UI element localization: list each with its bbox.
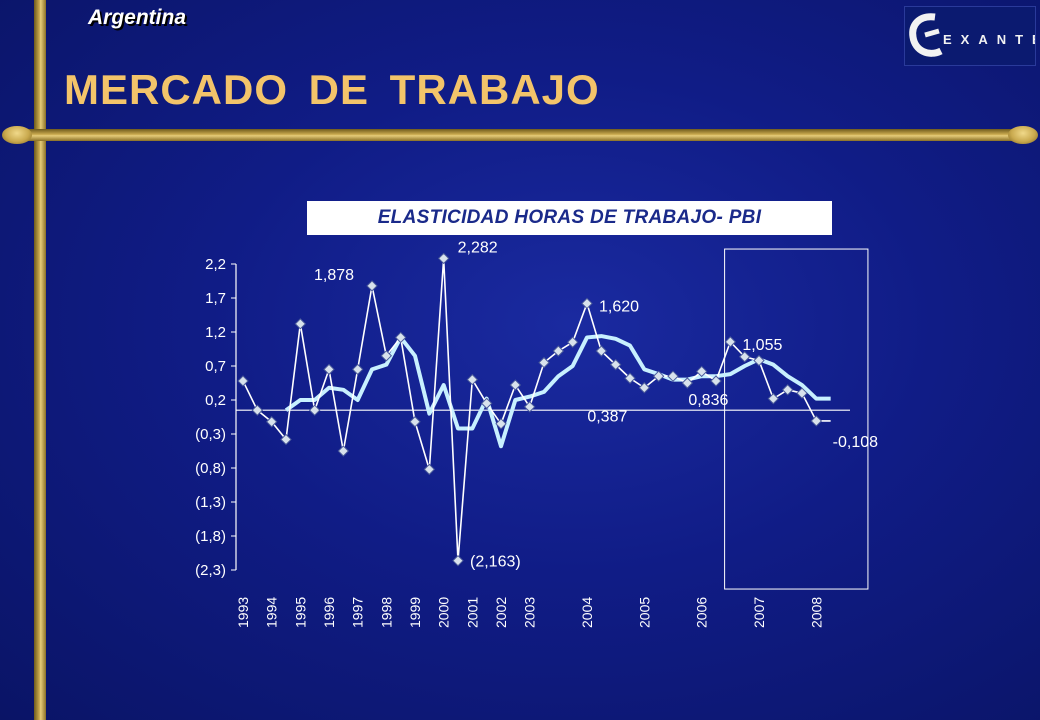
- data-point-marker: [638, 382, 651, 394]
- data-point-marker: [237, 375, 249, 387]
- data-labels: 1,878 2,282 1,620 0,387 (2,163) 1,055 0,836 -0,…: [314, 239, 878, 570]
- highlight-box: [724, 248, 869, 590]
- data-point-marker: [308, 404, 321, 416]
- data-point-marker: [695, 365, 708, 378]
- data-point-marker: [437, 252, 450, 265]
- data-point-marker: [566, 336, 579, 348]
- x-tick-label: 1996: [321, 597, 337, 628]
- series-markers: [237, 252, 823, 567]
- data-point-marker: [581, 297, 593, 310]
- y-tick-label: 2,2: [205, 256, 226, 273]
- y-tick-label: (1,3): [195, 494, 226, 511]
- data-point-marker: [724, 336, 737, 348]
- data-point-marker: [667, 370, 679, 382]
- data-label: 2,282: [458, 239, 498, 256]
- data-point-marker: [351, 363, 364, 376]
- page-title: MERCADO DE TRABAJO: [64, 66, 600, 113]
- y-tick-label: 0,7: [205, 358, 226, 375]
- y-tick-label: 1,7: [205, 290, 226, 307]
- x-tick-label: 2005: [636, 597, 652, 628]
- data-point-marker: [480, 397, 493, 410]
- x-tick-label: 1993: [235, 597, 251, 628]
- x-tick-label: 2004: [579, 597, 595, 628]
- data-point-marker: [366, 280, 378, 292]
- x-tick-label: 1999: [407, 597, 423, 628]
- x-tick-label: 1997: [350, 597, 366, 628]
- x-tick-label: 2000: [436, 597, 452, 628]
- data-point-marker: [251, 404, 264, 416]
- chart-title: ELASTICIDAD HORAS DE TRABAJO- PBI: [307, 201, 832, 235]
- data-label: 1,620: [599, 298, 639, 315]
- data-point-marker: [380, 350, 393, 362]
- data-point-marker: [781, 384, 794, 396]
- data-point-marker: [265, 416, 278, 428]
- series-line-elasticity: [242, 257, 831, 562]
- data-point-marker: [323, 363, 335, 376]
- data-point-marker: [452, 554, 464, 567]
- data-label: 1,055: [742, 337, 782, 354]
- data-point-marker: [523, 401, 536, 413]
- x-tick-label: 2007: [751, 597, 767, 628]
- data-point-marker: [738, 351, 751, 363]
- data-point-marker: [796, 387, 808, 399]
- x-tick-label: 1998: [378, 597, 394, 628]
- data-point-marker: [753, 354, 765, 367]
- x-tick-label: 1994: [264, 597, 280, 628]
- x-tick-label: 2002: [493, 597, 509, 628]
- data-point-marker: [710, 375, 722, 387]
- data-point-marker: [423, 463, 436, 476]
- gold-vertical-rule: [34, 0, 46, 720]
- data-point-marker: [681, 377, 694, 389]
- data-label: 1,878: [314, 267, 354, 284]
- data-point-marker: [509, 379, 522, 391]
- y-tick-label: 0,2: [205, 392, 226, 409]
- y-tick-label: (2,3): [195, 562, 226, 579]
- data-point-marker: [609, 358, 622, 371]
- y-tick-label: (0,3): [195, 426, 226, 443]
- x-tick-label: 2008: [808, 597, 824, 628]
- data-label: (2,163): [470, 554, 521, 571]
- x-tick-label: 1995: [292, 597, 308, 628]
- data-point-marker: [552, 345, 565, 357]
- data-point-marker: [394, 331, 407, 344]
- y-tick-label: (0,8): [195, 460, 226, 477]
- series-lines: [242, 257, 831, 562]
- data-point-marker: [337, 445, 350, 457]
- data-point-marker: [495, 418, 507, 430]
- data-point-marker: [538, 356, 550, 369]
- series-line-smoothed: [284, 334, 831, 449]
- data-point-marker: [624, 372, 636, 384]
- data-point-marker: [280, 433, 292, 446]
- data-point-marker: [294, 318, 307, 330]
- rule-cap-right: [1008, 126, 1038, 144]
- chart-axes: 2,2 1,7 1,2 0,7 0,2 (0,3) (0,8) (1,3) (1,8) (2,3)…: [195, 256, 850, 628]
- data-point-marker: [767, 392, 780, 405]
- data-label: -0,108: [833, 434, 878, 451]
- y-tick-label: (1,8): [195, 528, 226, 545]
- data-point-marker: [466, 373, 479, 386]
- data-label: 0,387: [587, 408, 627, 425]
- country-label: Argentina: [88, 6, 187, 29]
- x-tick-label: 2003: [522, 597, 538, 628]
- data-point-marker: [652, 370, 665, 382]
- data-point-marker: [810, 415, 823, 427]
- highlight-rectangle: [724, 248, 869, 590]
- data-point-marker: [595, 345, 608, 357]
- x-tick-label: 2006: [694, 597, 710, 628]
- data-label: 0,836: [688, 392, 728, 409]
- rule-cap-left: [2, 126, 32, 144]
- y-tick-label: 1,2: [205, 324, 226, 341]
- x-tick-label: 2001: [464, 597, 480, 628]
- data-point-marker: [409, 416, 421, 428]
- gold-horizontal-rule: [4, 129, 1036, 141]
